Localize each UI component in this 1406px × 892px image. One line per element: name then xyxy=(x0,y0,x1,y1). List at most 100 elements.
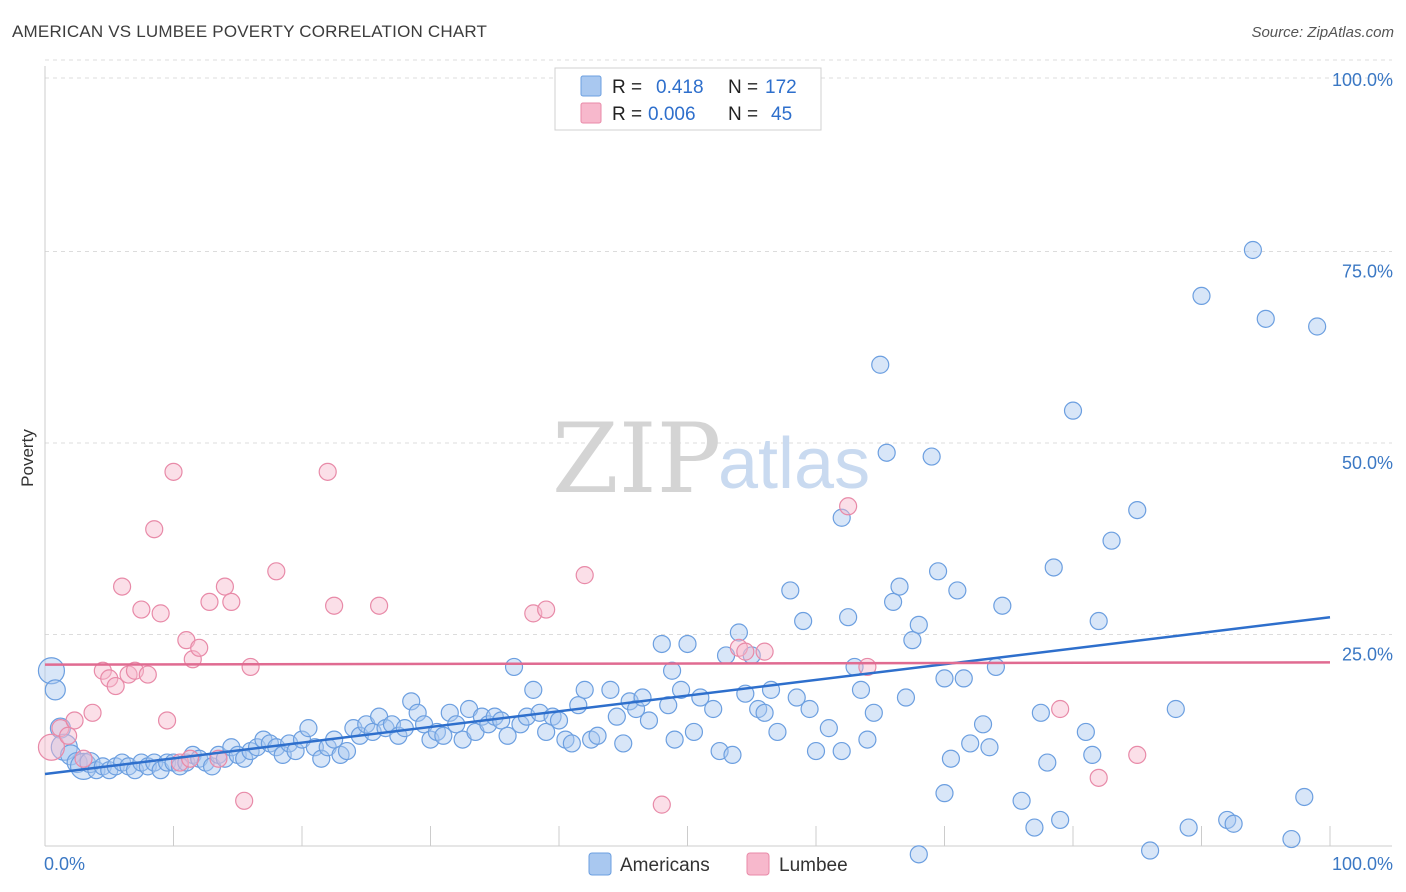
americans-point xyxy=(524,680,543,699)
americans-point xyxy=(665,730,684,749)
lumbee-point xyxy=(83,703,102,722)
americans-point xyxy=(395,719,414,738)
lumbee-point xyxy=(652,795,671,814)
legend-r-label: R = xyxy=(612,104,642,125)
americans-point xyxy=(1128,501,1147,520)
lumbee-point xyxy=(59,726,78,745)
americans-point xyxy=(729,623,749,642)
americans-point xyxy=(787,688,806,707)
chart-title: AMERICAN VS LUMBEE POVERTY CORRELATION C… xyxy=(12,22,488,41)
lumbee-point xyxy=(106,676,125,696)
lumbee-point xyxy=(755,642,774,661)
americans-point xyxy=(504,657,524,677)
y-axis-title: Poverty xyxy=(18,429,37,487)
americans-point xyxy=(562,734,581,753)
americans-point xyxy=(832,741,851,761)
americans-point xyxy=(678,634,697,654)
americans-point xyxy=(569,696,588,715)
lumbee-point xyxy=(1051,699,1070,719)
americans-point xyxy=(1308,317,1327,336)
lumbee-point xyxy=(222,592,241,612)
americans-point xyxy=(44,679,66,701)
americans-point xyxy=(909,845,928,864)
legend-swatch-americans xyxy=(580,75,602,97)
legend-n-value: 172 xyxy=(765,77,797,98)
americans-point xyxy=(935,669,954,688)
x-tick-label-min: 0.0% xyxy=(44,854,85,874)
lumbee-point xyxy=(575,566,594,585)
y-tick-labels: 25.0% 50.0% 75.0% 100.0% xyxy=(1332,70,1393,665)
americans-point xyxy=(839,608,858,627)
legend-n-label: N = xyxy=(728,104,758,125)
americans-point xyxy=(800,699,819,719)
americans-point xyxy=(1179,818,1198,837)
americans-point xyxy=(588,726,607,745)
americans-point xyxy=(671,680,691,699)
americans-point xyxy=(890,577,909,596)
lumbee-point xyxy=(132,600,151,619)
americans-point xyxy=(684,722,704,742)
legend-label-americans: Americans xyxy=(620,855,710,876)
americans-point xyxy=(755,703,774,722)
americans-point xyxy=(305,738,324,757)
lumbee-point xyxy=(37,733,66,761)
x-tick-label-max: 100.0% xyxy=(1332,854,1393,874)
lumbee-point xyxy=(181,749,200,768)
americans-point xyxy=(440,703,459,722)
lumbee-point xyxy=(190,638,209,657)
americans-point xyxy=(877,443,896,462)
watermark: ZIP atlas xyxy=(552,403,870,515)
legend-n-label: N = xyxy=(728,77,758,98)
americans-point xyxy=(1243,240,1263,260)
lumbee-point xyxy=(215,577,234,596)
lumbee-point xyxy=(200,592,219,612)
americans-point xyxy=(1089,611,1108,631)
americans-point xyxy=(633,688,652,707)
y-tick-label: 25.0% xyxy=(1342,645,1393,665)
americans-point xyxy=(601,680,620,699)
legend-swatch-lumbee xyxy=(746,852,770,876)
trend-lines xyxy=(44,615,1331,776)
watermark-zip: ZIP xyxy=(552,403,721,515)
lumbee-trend-line xyxy=(44,661,1331,666)
series-legend: Americans Lumbee xyxy=(588,852,848,876)
americans-point xyxy=(1102,531,1121,550)
americans-point xyxy=(312,749,331,768)
americans-point xyxy=(819,719,838,738)
americans-point xyxy=(1256,309,1275,328)
americans-point xyxy=(896,688,916,707)
americans-point xyxy=(1063,401,1083,420)
americans-point xyxy=(1192,286,1211,305)
legend-r-value: 0.006 xyxy=(648,104,696,125)
legend-r-label: R = xyxy=(612,77,642,98)
lumbee-point xyxy=(267,562,286,581)
lumbee-point xyxy=(157,711,177,730)
americans-point xyxy=(806,741,826,761)
americans-point xyxy=(1038,753,1057,772)
americans-point xyxy=(1076,722,1095,742)
americans-point xyxy=(626,699,646,719)
americans-point xyxy=(781,581,800,600)
americans-point xyxy=(614,734,633,753)
lumbee-point xyxy=(1089,768,1108,787)
americans-point xyxy=(935,784,954,803)
axes xyxy=(44,66,1392,847)
y-tick-label: 75.0% xyxy=(1342,262,1393,282)
lumbee-point xyxy=(235,791,254,810)
americans-point xyxy=(1044,558,1063,577)
americans-point xyxy=(37,657,66,685)
lumbee-point xyxy=(537,600,556,619)
americans-point xyxy=(299,719,318,738)
lumbee-point xyxy=(74,749,93,768)
data-points xyxy=(37,240,1327,864)
americans-point xyxy=(928,562,948,581)
americans-point xyxy=(948,581,967,600)
americans-point xyxy=(1025,818,1044,837)
americans-point xyxy=(922,447,941,466)
americans-point xyxy=(434,726,453,745)
americans-point xyxy=(607,707,626,726)
legend-swatch-americans xyxy=(588,852,612,876)
americans-point xyxy=(768,722,787,742)
americans-point xyxy=(883,592,903,612)
americans-point xyxy=(1166,699,1185,719)
